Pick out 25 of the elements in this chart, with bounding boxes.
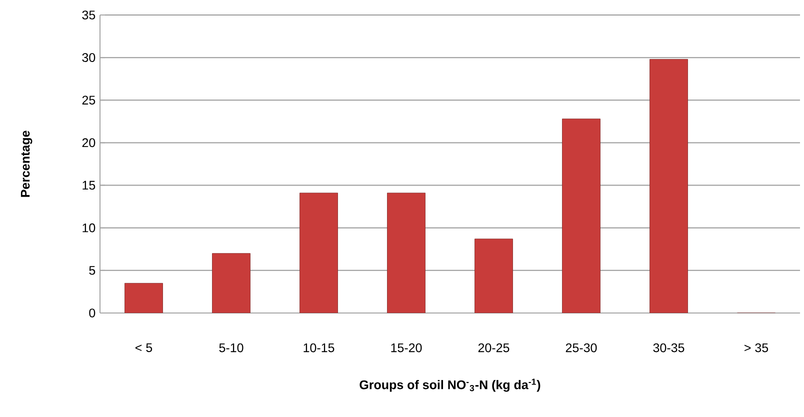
y-tick-label: 5 <box>89 266 96 275</box>
x-tick-label: 30-35 <box>653 343 684 352</box>
x-tick-label: 25-30 <box>566 343 597 352</box>
bar <box>562 118 600 313</box>
x-tick-label: 20-25 <box>478 343 510 352</box>
y-tick-label: 30 <box>82 53 96 62</box>
bar <box>212 253 250 313</box>
y-axis-title: Percentage <box>20 130 32 197</box>
y-tick-label: 20 <box>82 138 96 148</box>
x-tick-label: 5-10 <box>219 343 244 352</box>
y-tick-label: 35 <box>82 10 96 20</box>
bar <box>474 238 513 313</box>
x-tick-label: > 35 <box>744 343 768 352</box>
bar <box>650 59 688 313</box>
y-tick-label: 25 <box>82 96 96 105</box>
y-tick-label: 15 <box>82 180 96 190</box>
bar <box>124 283 163 313</box>
bar <box>387 192 426 313</box>
y-tick-label: 0 <box>89 308 96 318</box>
bar <box>300 192 338 313</box>
x-tick-label: < 5 <box>135 343 152 352</box>
x-tick-label: 10-15 <box>304 343 334 352</box>
y-tick-label: 10 <box>82 223 96 232</box>
x-axis-title: Groups of soil NO$^{-}$$_{3}$-N (kg da$^{-1}$) <box>360 378 540 392</box>
x-tick-label: 15-20 <box>391 343 422 352</box>
